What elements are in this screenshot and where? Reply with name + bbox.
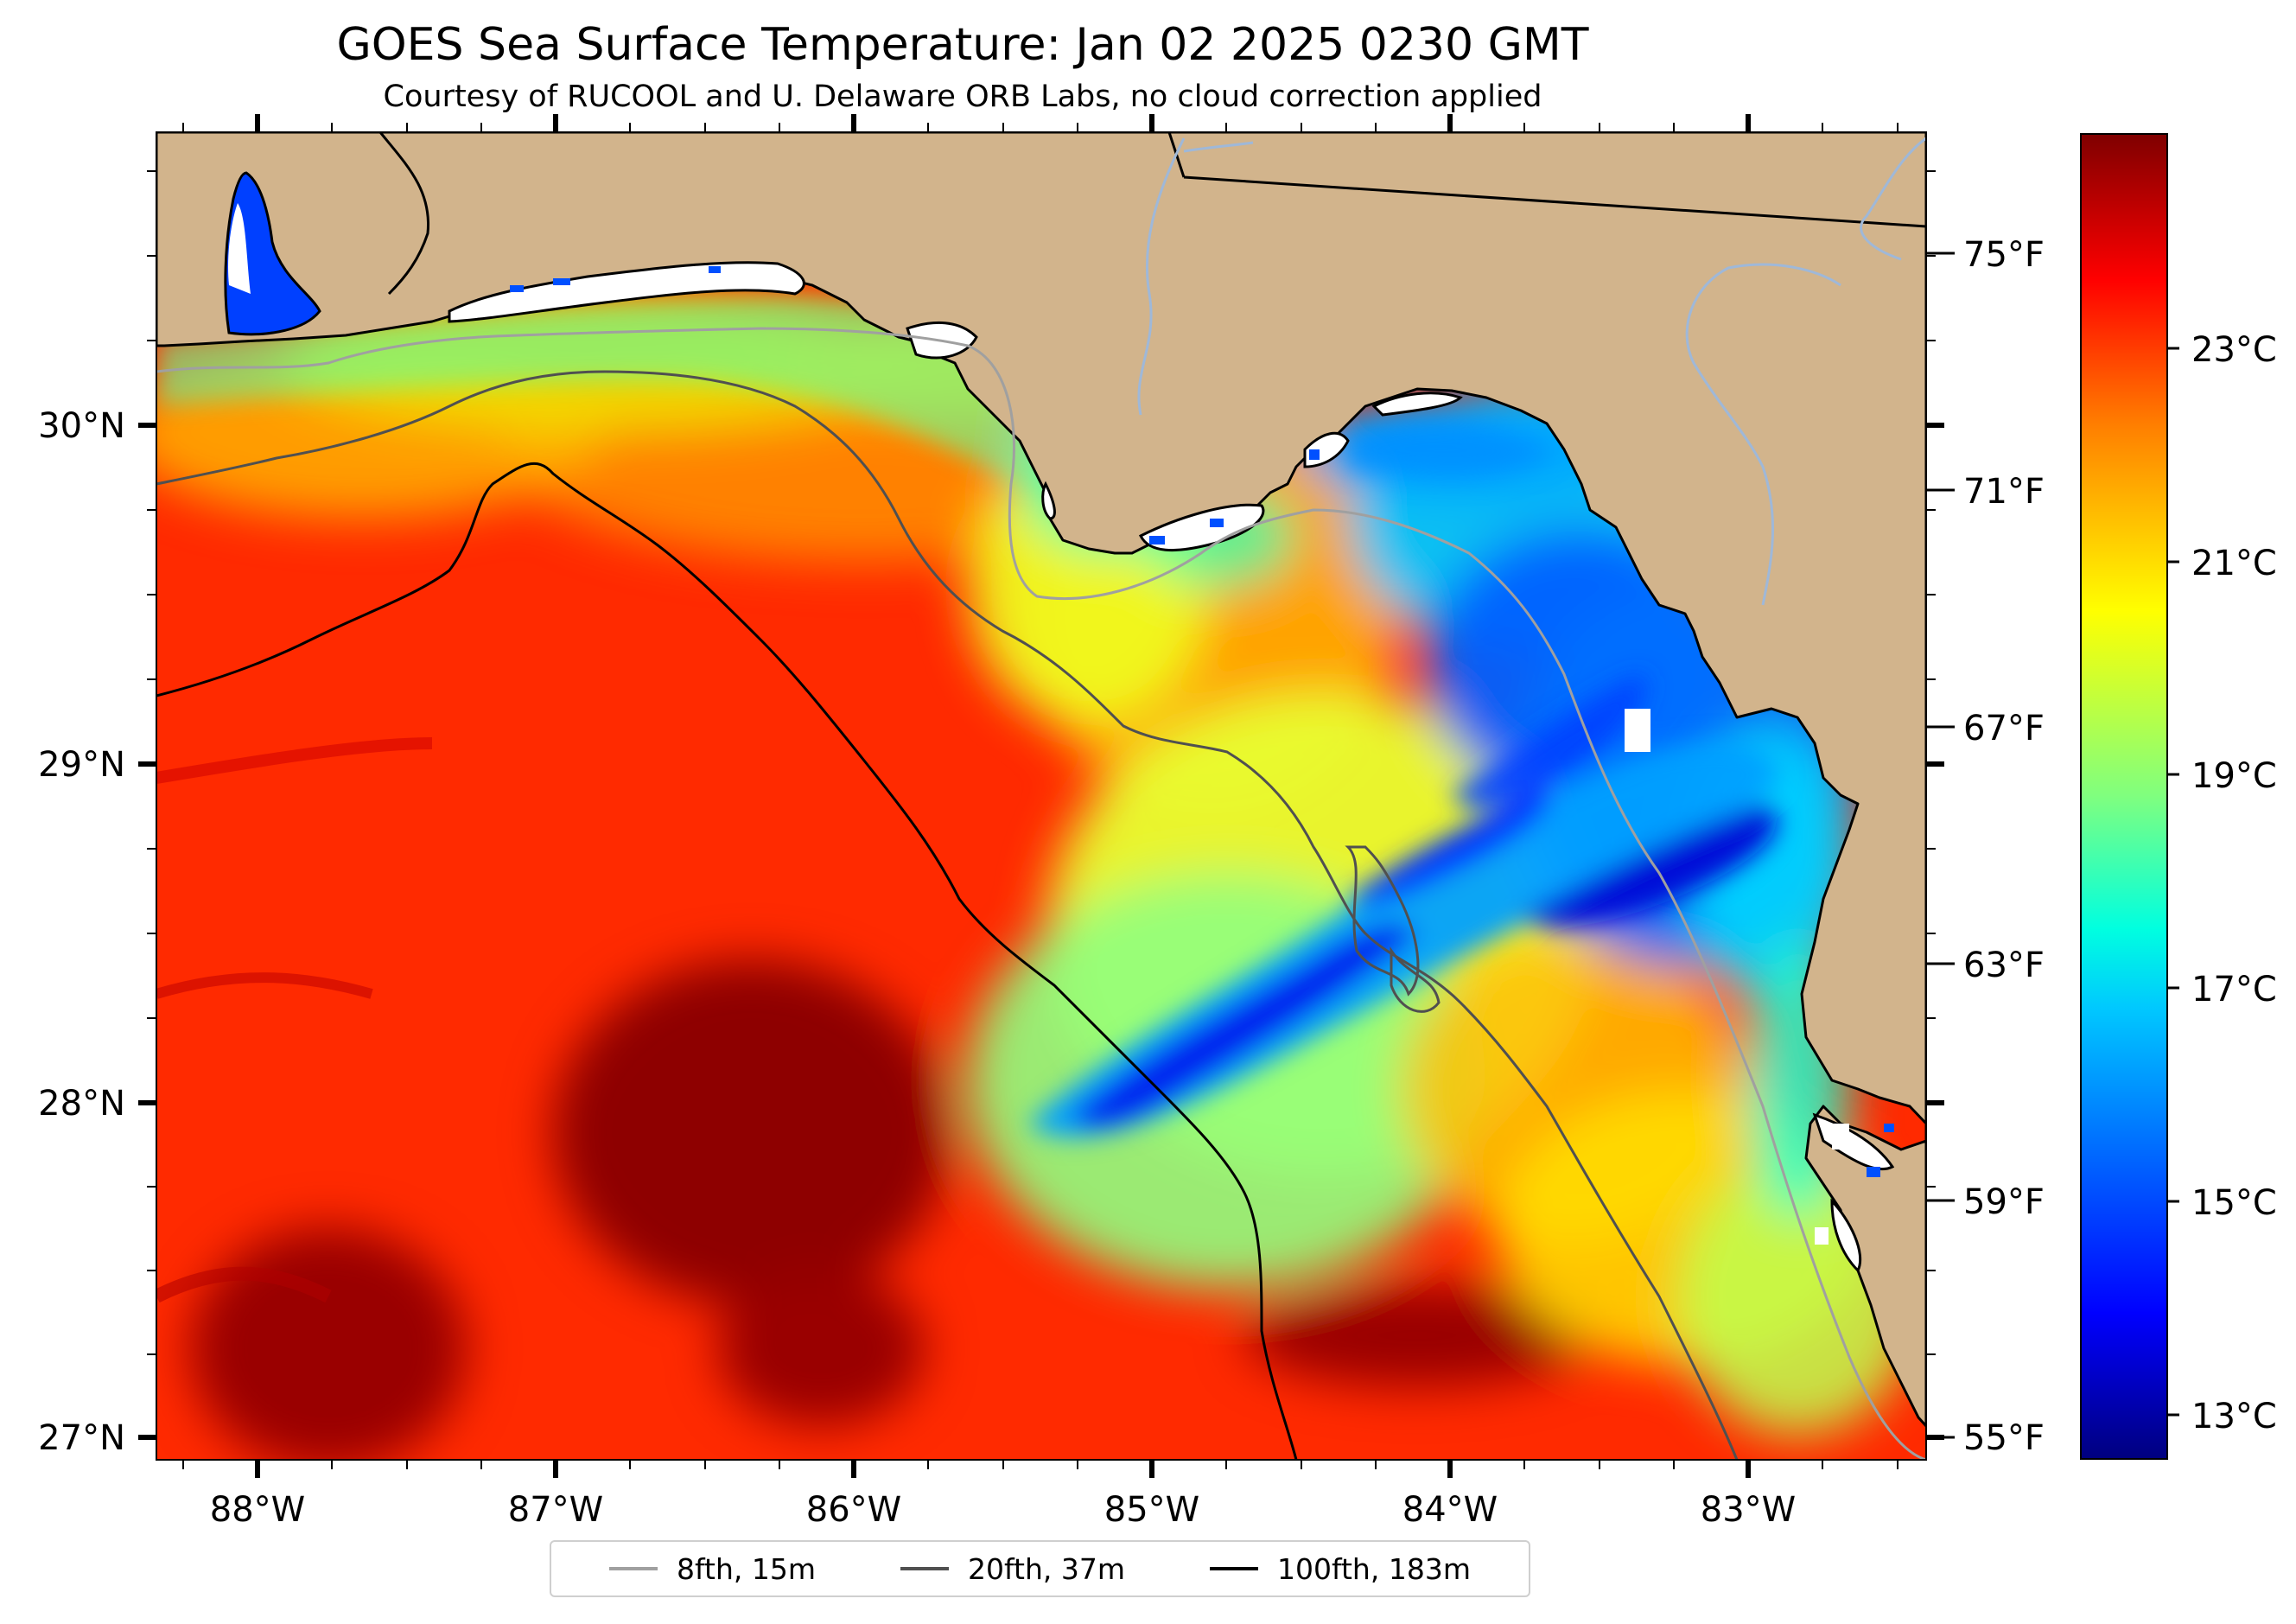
legend-item-100fth: 100fth, 183m: [1209, 1551, 1471, 1586]
lon-minor-ticks: [182, 123, 1898, 1469]
legend-item-20fth: 20fth, 37m: [900, 1552, 1125, 1586]
c-label-13: 13°C: [2191, 1397, 2277, 1436]
f-label-63: 63°F: [1963, 946, 2045, 985]
legend-item-8fth: 8fth, 15m: [608, 1551, 816, 1586]
isobaths: [156, 327, 1926, 1460]
f-label-55: 55°F: [1963, 1418, 2045, 1458]
isobath-legend: 8fth, 15m 20fth, 37m 100fth, 183m: [550, 1540, 1530, 1597]
f-label-59: 59°F: [1963, 1182, 2045, 1222]
legend-swatch-20fth: [900, 1567, 949, 1570]
c-label-19: 19°C: [2191, 756, 2277, 796]
lat-label-29n: 29°N: [38, 745, 125, 785]
lat-label-30n: 30°N: [38, 406, 125, 446]
map-subtitle: Courtesy of RUCOOL and U. Delaware ORB L…: [383, 80, 1542, 114]
c-label-15: 15°C: [2191, 1183, 2277, 1223]
mobile-bay: [224, 171, 321, 336]
map-title: GOES Sea Surface Temperature: Jan 02 202…: [336, 19, 1589, 71]
lat-minor-ticks: [147, 170, 1936, 1355]
map-area: [156, 132, 1926, 1460]
map-frame: [156, 131, 1927, 1461]
cold-filaments: [1028, 420, 1780, 1138]
c-label-23: 23°C: [2191, 330, 2277, 370]
lon-label-86w: 86°W: [806, 1490, 901, 1530]
fahrenheit-ticks: [1926, 252, 1955, 1439]
legend-swatch-8fth: [608, 1567, 658, 1570]
f-label-75: 75°F: [1963, 235, 2045, 275]
warm-streaks: [156, 737, 433, 1303]
nearshore-band: [156, 296, 1158, 519]
state-boundary: [1183, 175, 1926, 228]
lon-label-83w: 83°W: [1701, 1490, 1796, 1530]
lon-label-87w: 87°W: [508, 1490, 603, 1530]
lon-label-88w: 88°W: [210, 1490, 305, 1530]
bays: [448, 261, 1895, 1273]
lon-major-ticks: [255, 114, 1751, 1478]
lat-label-27n: 27°N: [38, 1418, 125, 1458]
legend-label-100fth: 100fth, 183m: [1276, 1551, 1471, 1586]
middle-grounds-contours: [1345, 845, 1441, 1013]
colorbar: [2080, 133, 2168, 1460]
bay-specks: [510, 266, 1894, 1177]
lat-label-28n: 28°N: [38, 1084, 125, 1124]
legend-swatch-100fth: [1209, 1567, 1258, 1570]
c-label-17: 17°C: [2191, 970, 2277, 1009]
f-label-71: 71°F: [1963, 472, 2045, 512]
cloud-patches: [1625, 709, 1849, 1245]
c-label-21: 21°C: [2191, 544, 2277, 583]
f-label-67: 67°F: [1963, 709, 2045, 748]
legend-label-8fth: 8fth, 15m: [676, 1551, 816, 1586]
legend-label-20fth: 20fth, 37m: [967, 1551, 1125, 1586]
lon-label-85w: 85°W: [1104, 1490, 1199, 1530]
rivers: [1137, 137, 1926, 606]
colorbar-ticks: [2167, 347, 2179, 1417]
lon-label-84w: 84°W: [1402, 1490, 1498, 1530]
